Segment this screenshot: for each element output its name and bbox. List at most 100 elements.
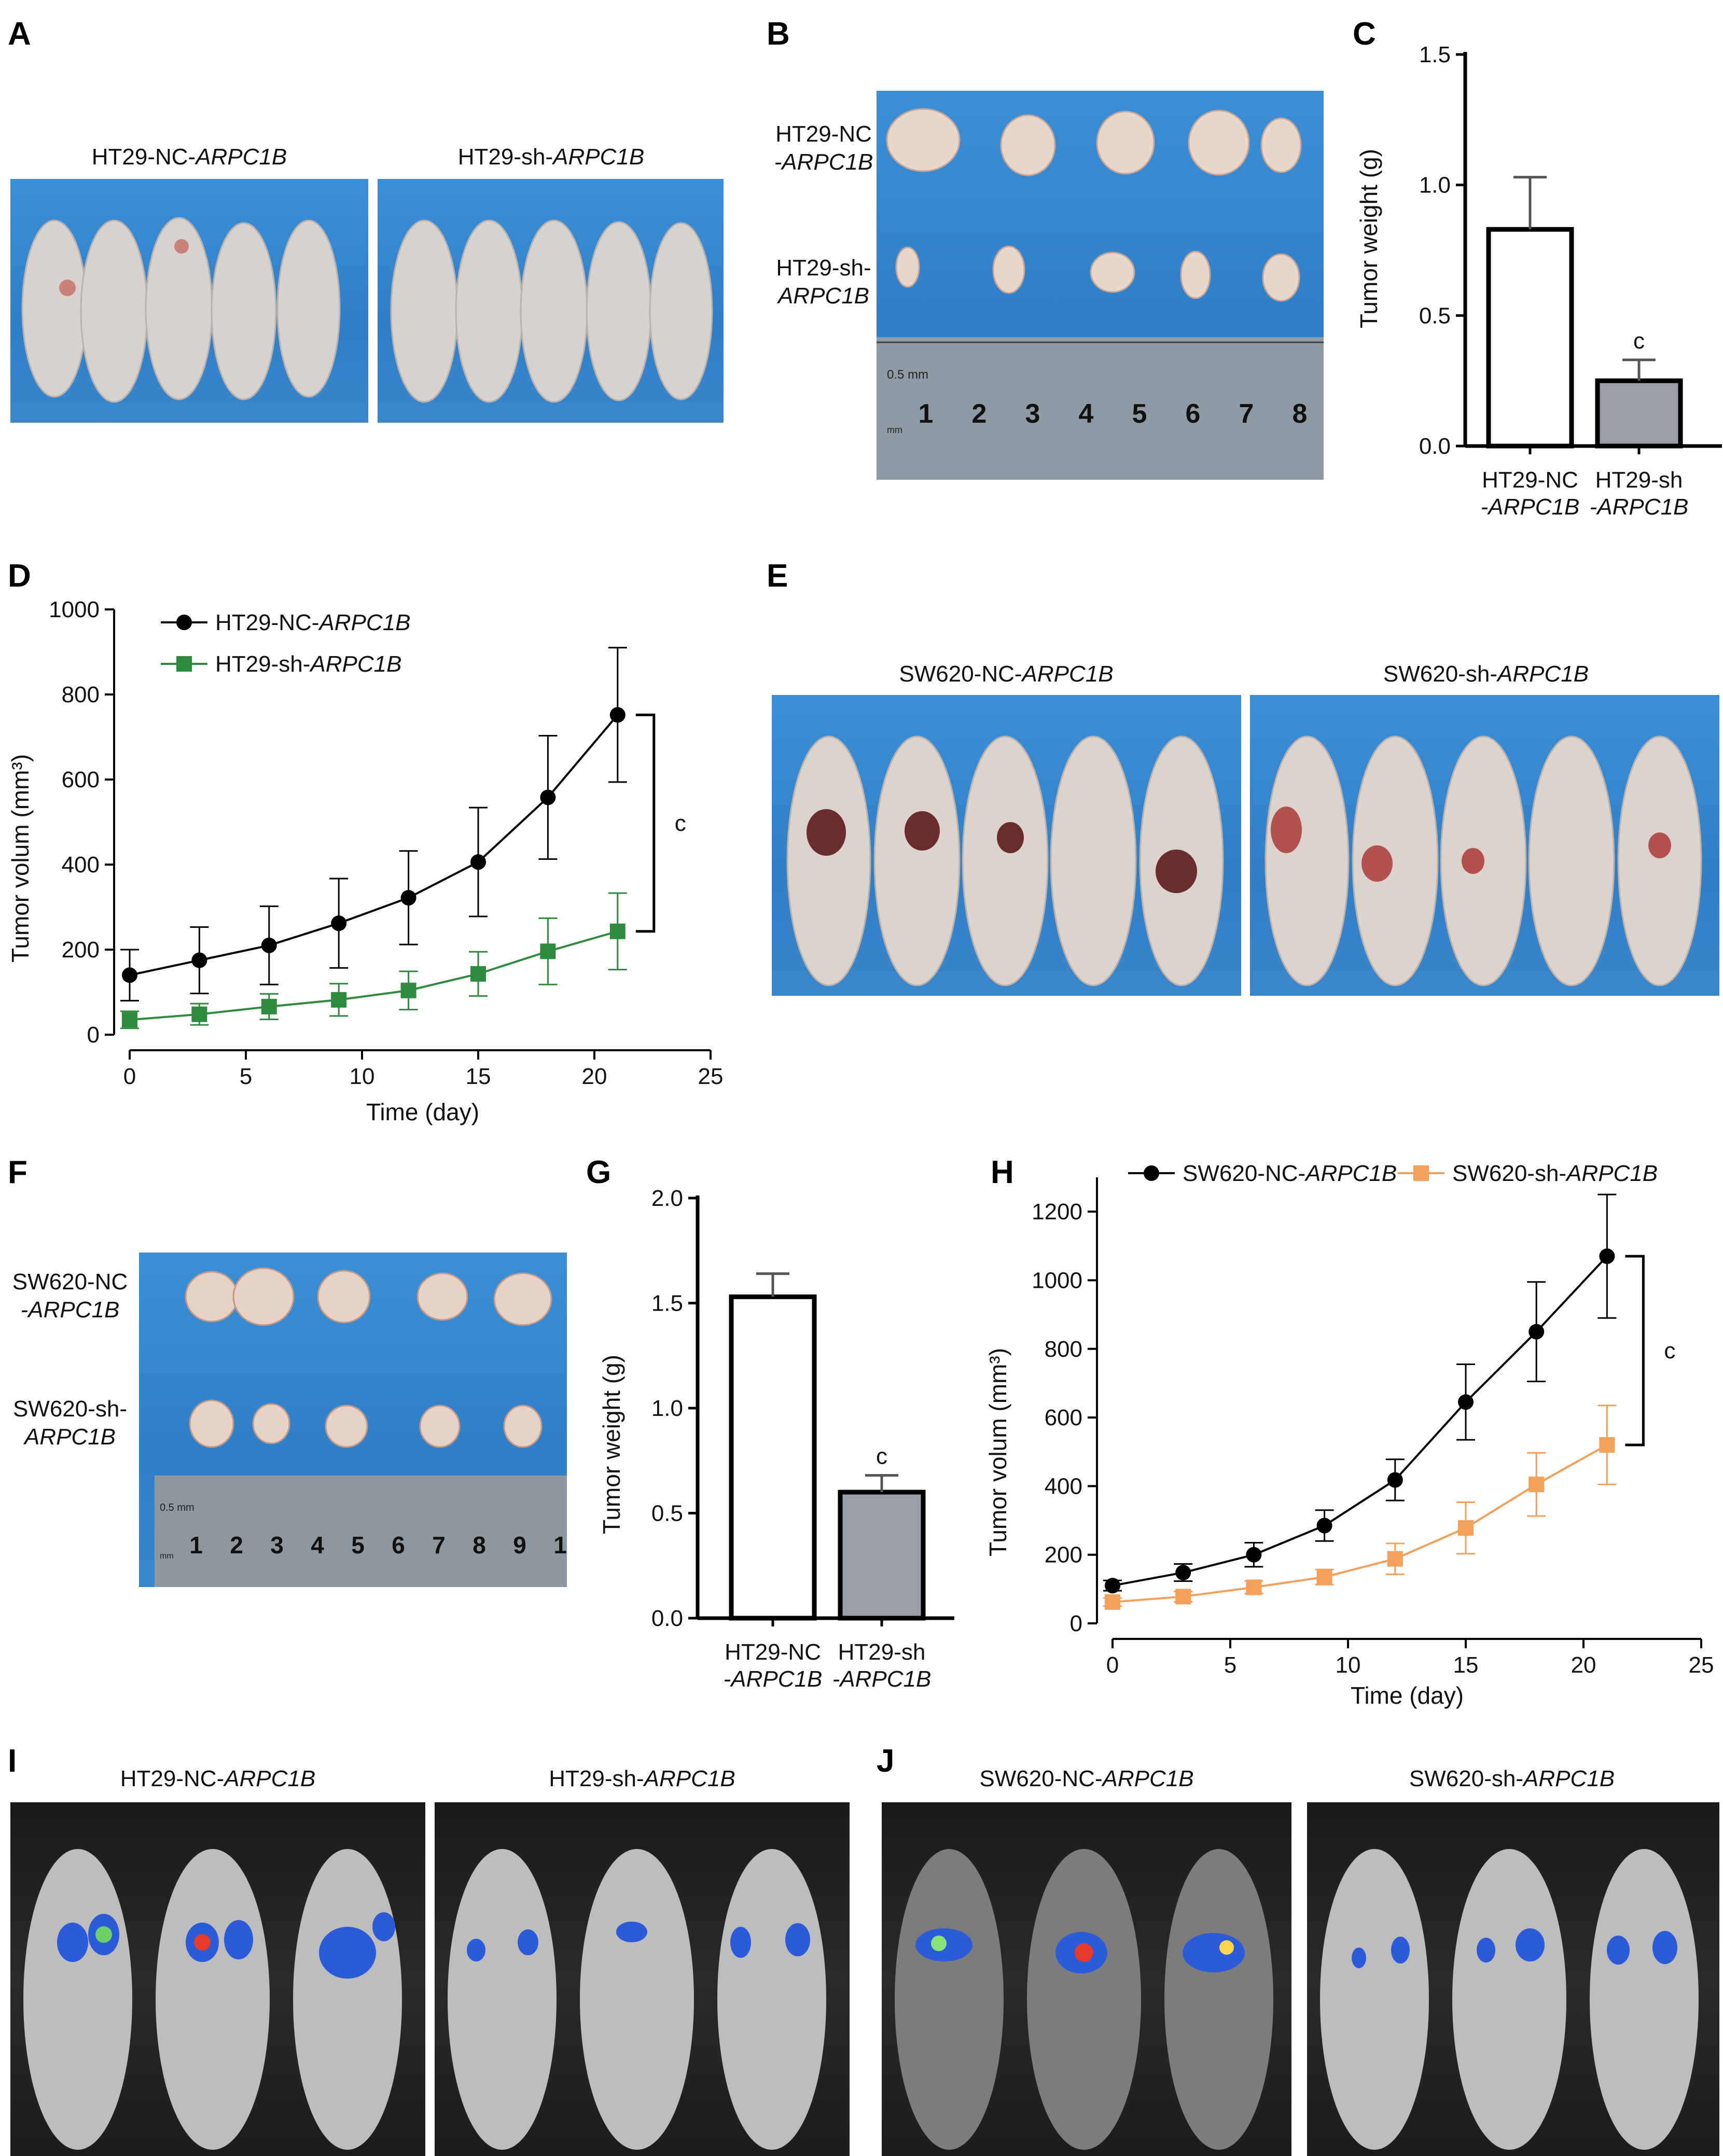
ruler-number: 8 bbox=[473, 1532, 486, 1559]
x-tick-label: 5 bbox=[1224, 1652, 1236, 1678]
x-tick-label: 0 bbox=[1106, 1652, 1119, 1678]
ruler-number: 5 bbox=[351, 1532, 365, 1559]
bioluminescence-nc-illustration bbox=[23, 1849, 402, 2150]
mice-group-nc-illustration bbox=[21, 217, 341, 403]
ruler-number: 5 bbox=[1132, 399, 1147, 429]
panel-letter-j: J bbox=[877, 1743, 895, 1779]
panel-j-caption-sh: SW620-sh-ARPC1B bbox=[1409, 1766, 1615, 1791]
data-point bbox=[1175, 1589, 1191, 1605]
data-point bbox=[1458, 1520, 1474, 1536]
ruler-number: 9 bbox=[513, 1532, 526, 1559]
bioluminescence-sw620-nc-illustration bbox=[895, 1849, 1273, 2150]
chart-d-xlabel: Time (day) bbox=[366, 1098, 479, 1125]
legend-label: SW620-sh-ARPC1B bbox=[1452, 1161, 1658, 1186]
data-point bbox=[191, 1006, 207, 1022]
significance-label: c bbox=[675, 811, 686, 836]
bioluminescence-sh-illustration bbox=[448, 1849, 826, 2150]
data-point bbox=[122, 967, 137, 983]
panel-b-row-label-sh: HT29-sh- ARPC1B bbox=[776, 255, 871, 309]
bar bbox=[1486, 227, 1574, 449]
panel-j-imaging-nc bbox=[882, 1802, 1291, 2156]
panel-a-caption-sh: HT29-sh-ARPC1B bbox=[457, 144, 645, 170]
ruler-number: 6 bbox=[1186, 399, 1201, 429]
panel-f-ruler-unit-2: mm bbox=[160, 1552, 174, 1561]
chart-g-ylabel: Tumor weight (g) bbox=[598, 1355, 625, 1534]
panel-letter-d: D bbox=[8, 558, 31, 594]
tumor-specimens-illustration: 0.5 mm mm 1 2 3 4 5 6 7 8 bbox=[877, 108, 1324, 480]
panel-letter-b: B bbox=[767, 16, 790, 52]
legend-label: SW620-NC-ARPC1B bbox=[1183, 1161, 1397, 1186]
y-tick-label: 0.0 bbox=[1419, 434, 1451, 459]
series-line bbox=[129, 714, 619, 977]
panel-letter-a: A bbox=[8, 16, 31, 52]
x-tick-label: HT29-sh bbox=[838, 1639, 926, 1665]
x-tick-label: -ARPC1B bbox=[1590, 494, 1689, 520]
data-point bbox=[122, 1012, 137, 1028]
panel-f-row-label-sh: SW620-sh- ARPC1B bbox=[12, 1396, 128, 1450]
panel-i-caption-nc: HT29-NC-ARPC1B bbox=[120, 1766, 316, 1791]
panel-i-imaging-sh bbox=[435, 1802, 850, 2156]
panel-f-row-label-nc: SW620-NC -ARPC1B bbox=[12, 1269, 128, 1323]
chart-h-ylabel: Tumor volum (mm³) bbox=[984, 1348, 1011, 1556]
data-point bbox=[331, 915, 347, 931]
data-point bbox=[191, 952, 207, 968]
panel-a-photo-nc bbox=[10, 179, 368, 423]
panel-b-ruler-unit-2: mm bbox=[887, 425, 902, 435]
x-tick-label: -ARPC1B bbox=[1481, 494, 1580, 520]
ruler-number: 7 bbox=[432, 1532, 446, 1559]
x-tick-label: 20 bbox=[1571, 1652, 1596, 1678]
ruler-number: 7 bbox=[1239, 399, 1254, 429]
y-tick-label: 800 bbox=[62, 682, 100, 707]
y-tick-label: 600 bbox=[1045, 1405, 1082, 1430]
panel-a-caption-nc: HT29-NC-ARPC1B bbox=[91, 144, 287, 170]
data-point bbox=[1316, 1569, 1332, 1585]
data-point bbox=[1105, 1578, 1120, 1594]
y-tick-label: 0 bbox=[87, 1022, 100, 1048]
y-tick-label: 400 bbox=[1045, 1473, 1082, 1499]
series-line bbox=[1112, 1255, 1608, 1587]
data-point bbox=[261, 998, 277, 1014]
chart-d: Tumor volum (mm³) Time (day) 02004006008… bbox=[7, 597, 724, 1125]
legend-marker bbox=[1144, 1165, 1159, 1181]
ruler-number: 3 bbox=[270, 1532, 284, 1559]
x-tick-label: HT29-NC bbox=[1482, 467, 1578, 493]
y-tick-label: 1.5 bbox=[651, 1291, 683, 1316]
mice-group-sw620-nc-illustration bbox=[786, 735, 1224, 986]
ruler-number: 2 bbox=[972, 399, 987, 429]
data-point bbox=[1387, 1472, 1403, 1488]
bar bbox=[1595, 378, 1683, 449]
data-point bbox=[540, 943, 556, 959]
x-tick-label: 5 bbox=[240, 1064, 252, 1089]
panel-letter-g: G bbox=[586, 1154, 612, 1190]
ruler-number: 3 bbox=[1025, 399, 1040, 429]
chart-g: Tumor weight (g) 0.0 0.5 1.0 1.5 2.0 HT29-NC-… bbox=[598, 1186, 954, 1692]
y-tick-label: 800 bbox=[1045, 1337, 1082, 1362]
y-tick-label: 1000 bbox=[1032, 1268, 1082, 1293]
significance-label: c bbox=[876, 1444, 887, 1469]
ruler-number: 8 bbox=[1293, 399, 1308, 429]
x-tick-label: 25 bbox=[698, 1064, 724, 1089]
y-tick-label: 0.5 bbox=[651, 1501, 683, 1526]
ruler-number: 4 bbox=[311, 1532, 324, 1559]
bar bbox=[729, 1294, 817, 1621]
y-tick-label: 1.0 bbox=[1419, 173, 1451, 198]
panel-letter-c: C bbox=[1353, 16, 1376, 52]
ruler-number: 4 bbox=[1079, 399, 1094, 429]
mice-group-sw620-sh-illustration bbox=[1265, 735, 1702, 986]
bar bbox=[838, 1490, 926, 1621]
chart-d-ylabel: Tumor volum (mm³) bbox=[7, 754, 34, 963]
y-tick-label: 1200 bbox=[1032, 1199, 1082, 1225]
y-tick-label: 0 bbox=[1070, 1611, 1082, 1636]
data-point bbox=[609, 923, 626, 939]
significance-label: c bbox=[1664, 1338, 1675, 1364]
panel-letter-f: F bbox=[8, 1154, 27, 1190]
panel-f-ruler-unit: 0.5 mm bbox=[160, 1502, 194, 1513]
data-point bbox=[1599, 1437, 1615, 1453]
y-tick-label: 0.5 bbox=[1419, 303, 1451, 328]
chart-c-ylabel: Tumor weight (g) bbox=[1355, 149, 1382, 328]
panel-b-ruler-unit: 0.5 mm bbox=[887, 368, 928, 382]
significance-bracket bbox=[1625, 1255, 1645, 1446]
data-point bbox=[1529, 1477, 1545, 1493]
legend-label: HT29-sh-ARPC1B bbox=[215, 651, 401, 677]
